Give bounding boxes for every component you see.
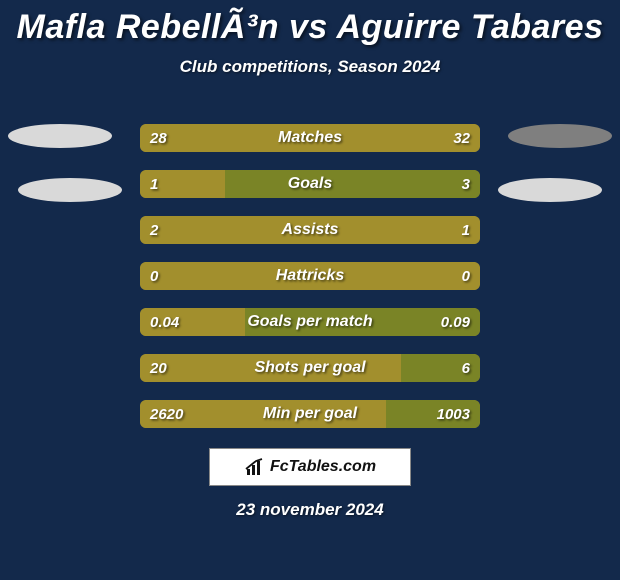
stat-bar-left: [140, 170, 225, 198]
player-right-marker-2: [498, 178, 602, 202]
stat-bar-left: [140, 400, 386, 428]
stat-bar-right: [245, 308, 480, 336]
date-text: 23 november 2024: [0, 500, 620, 520]
stat-row: 206Shots per goal: [140, 354, 480, 382]
stat-bar-right: [401, 354, 480, 382]
page-title: Mafla RebellÃ³n vs Aguirre Tabares: [0, 0, 620, 47]
comparison-card: Mafla RebellÃ³n vs Aguirre Tabares Club …: [0, 0, 620, 580]
brand-text: FcTables.com: [270, 458, 376, 476]
player-right-marker-1: [508, 124, 612, 148]
stat-bar-left: [140, 354, 401, 382]
stat-bar-right: [367, 216, 480, 244]
player-left-marker-2: [18, 178, 122, 202]
stat-row: 21Assists: [140, 216, 480, 244]
stat-bar-right: [310, 262, 480, 290]
stat-row: 00Hattricks: [140, 262, 480, 290]
stat-row: 2832Matches: [140, 124, 480, 152]
stat-row: 13Goals: [140, 170, 480, 198]
stat-bar-right: [225, 170, 480, 198]
chart-icon: [244, 457, 266, 477]
stat-row: 26201003Min per goal: [140, 400, 480, 428]
stat-bar-right: [299, 124, 480, 152]
stat-bar-right: [386, 400, 480, 428]
stat-row: 0.040.09Goals per match: [140, 308, 480, 336]
subtitle: Club competitions, Season 2024: [0, 57, 620, 77]
stat-bar-left: [140, 262, 310, 290]
stat-bar-left: [140, 216, 367, 244]
stat-bar-left: [140, 308, 245, 336]
stats-bars: 2832Matches 13Goals 21Assists 00Hattricks 0.…: [140, 124, 480, 446]
player-left-marker-1: [8, 124, 112, 148]
stat-bar-left: [140, 124, 299, 152]
brand-badge[interactable]: FcTables.com: [209, 448, 411, 486]
